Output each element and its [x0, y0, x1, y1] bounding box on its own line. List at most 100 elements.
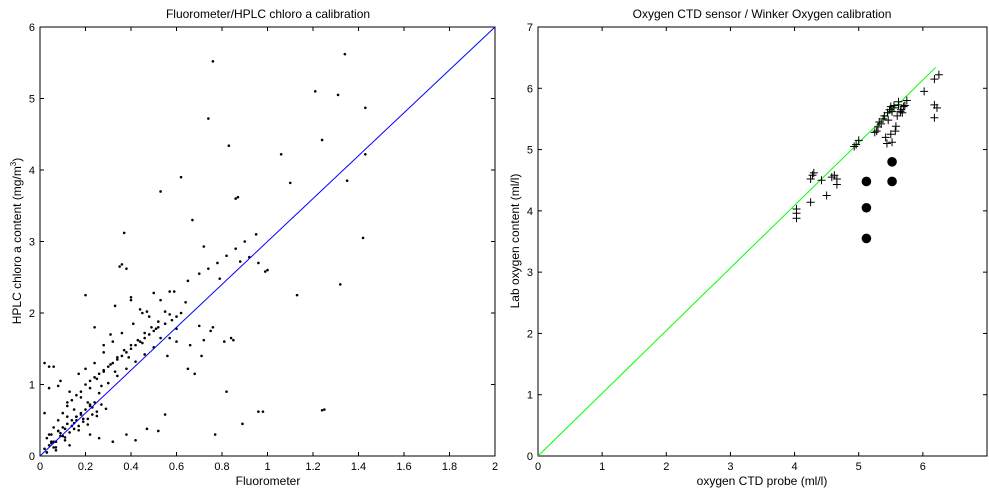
data-point	[122, 348, 126, 352]
data-point	[47, 433, 51, 436]
data-point	[232, 338, 235, 342]
data-point	[125, 267, 128, 270]
data-point	[63, 438, 67, 442]
y-tick-label: 6	[527, 83, 533, 95]
y-tick-label: 3	[527, 267, 533, 279]
data-point	[136, 338, 140, 342]
data-point	[234, 197, 237, 200]
data-point	[63, 436, 67, 439]
data-point	[79, 390, 83, 393]
data-point	[138, 340, 142, 343]
data-point	[88, 379, 92, 383]
data-point	[202, 338, 206, 342]
data-point	[84, 367, 87, 371]
data-point	[163, 322, 167, 326]
data-point	[129, 343, 133, 347]
data-point-plus	[832, 180, 841, 189]
x-tick-label: 0.2	[78, 461, 93, 473]
x-tick-label: 1.2	[305, 461, 320, 473]
data-point	[52, 365, 55, 368]
data-point	[77, 428, 80, 432]
data-point	[56, 418, 60, 422]
data-point	[77, 372, 80, 376]
data-point	[191, 218, 194, 222]
data-point	[320, 408, 324, 412]
data-point-plus	[881, 133, 890, 142]
y-axis-label-close: )	[10, 158, 24, 162]
data-point	[184, 300, 187, 304]
data-point	[175, 315, 178, 318]
data-point-plus	[886, 130, 895, 139]
data-point-circle	[861, 233, 872, 244]
data-point	[86, 401, 90, 404]
data-point	[43, 361, 46, 365]
data-marks	[39, 26, 496, 457]
data-point	[279, 152, 283, 156]
data-point	[129, 347, 133, 351]
data-point	[102, 351, 105, 354]
data-point	[159, 190, 162, 193]
data-point	[145, 427, 149, 431]
data-point	[75, 393, 78, 397]
data-point	[134, 438, 137, 442]
data-point-plus	[806, 174, 815, 183]
data-point	[266, 268, 269, 272]
y-tick-label: 4	[527, 206, 533, 218]
data-point	[157, 429, 160, 433]
data-point	[45, 436, 49, 440]
x-tick-label: 0.4	[123, 461, 138, 473]
data-point	[86, 417, 90, 421]
data-point	[186, 279, 190, 283]
data-point-plus	[850, 142, 859, 151]
data-point	[81, 417, 85, 421]
data-point	[52, 446, 55, 449]
data-point	[143, 336, 146, 340]
data-point	[257, 261, 260, 265]
data-point	[97, 436, 101, 440]
data-point	[63, 427, 67, 431]
data-point	[193, 372, 196, 376]
data-point	[47, 365, 51, 368]
data-point	[125, 351, 128, 354]
data-point	[122, 231, 126, 235]
data-point	[159, 298, 162, 302]
data-point	[172, 290, 176, 293]
x-tick-label: 1.8	[442, 461, 457, 473]
x-tick-label: 1	[599, 461, 605, 473]
data-point	[120, 263, 124, 266]
x-tick-label: 0.8	[214, 461, 229, 473]
data-point	[147, 315, 151, 318]
data-point	[113, 370, 117, 373]
data-point	[313, 90, 317, 93]
data-point-plus	[886, 102, 895, 111]
data-point	[188, 343, 192, 347]
data-point	[225, 390, 228, 393]
data-point	[86, 423, 90, 426]
data-point	[66, 415, 69, 418]
data-point	[154, 327, 158, 331]
plot-area	[537, 26, 988, 457]
data-point	[150, 326, 153, 329]
data-point	[216, 261, 219, 265]
data-point	[106, 365, 110, 368]
data-point	[207, 267, 210, 270]
data-point-plus	[888, 107, 897, 116]
data-point	[66, 401, 69, 404]
data-point	[120, 354, 124, 358]
data-point	[45, 451, 49, 454]
data-point	[104, 407, 108, 411]
data-point	[111, 340, 115, 343]
data-point	[263, 270, 267, 273]
data-point	[227, 144, 231, 147]
data-point	[207, 117, 210, 120]
data-point	[97, 372, 101, 376]
data-point	[84, 293, 87, 297]
data-point	[295, 293, 299, 297]
data-point	[111, 440, 115, 444]
data-point	[79, 396, 83, 399]
axis-ticks: 0 1 2 3 4 5 6 0 1 2 3 4 5 6 7	[527, 22, 987, 473]
data-point	[116, 374, 119, 378]
data-point	[197, 272, 201, 275]
data-point	[339, 283, 342, 286]
